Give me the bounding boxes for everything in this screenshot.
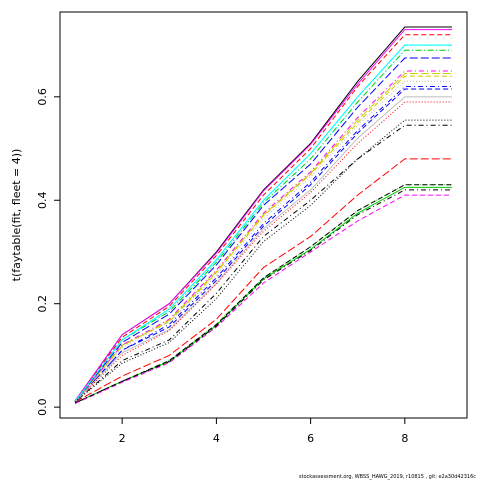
y-tick-label: 0.2 (36, 295, 49, 313)
series-line (74, 184, 452, 404)
plot-frame (59, 11, 468, 419)
footer: stockassessment.org, WBSS_HAWG_2019, r10… (299, 474, 476, 480)
series-line (74, 29, 452, 402)
x-tick-label: 6 (307, 432, 314, 445)
series-line (74, 124, 452, 403)
y-tick-label: 0.4 (36, 192, 49, 210)
series-line (74, 85, 452, 403)
series-line (74, 96, 452, 403)
series-line (74, 73, 452, 402)
series-line (74, 186, 452, 404)
series-line (74, 34, 452, 402)
series-line (74, 70, 452, 402)
x-tick-label: 4 (213, 432, 220, 445)
series-line (74, 158, 452, 403)
y-tick-label: 0.6 (36, 88, 49, 106)
series-line (74, 88, 452, 403)
series-line (74, 189, 452, 404)
series-line (74, 119, 452, 403)
x-tick-label: 8 (401, 432, 408, 445)
y-axis-label: t(faytable(fit, fleet = 4)) (10, 149, 23, 282)
series-line (74, 75, 452, 402)
x-tick-label: 2 (119, 432, 126, 445)
series-line (74, 49, 452, 402)
series-line (74, 44, 452, 402)
series-line (74, 57, 452, 402)
series-line (74, 80, 452, 403)
y-tick-label: 0.0 (36, 398, 49, 416)
series-line (74, 184, 452, 404)
series-line (74, 194, 452, 404)
